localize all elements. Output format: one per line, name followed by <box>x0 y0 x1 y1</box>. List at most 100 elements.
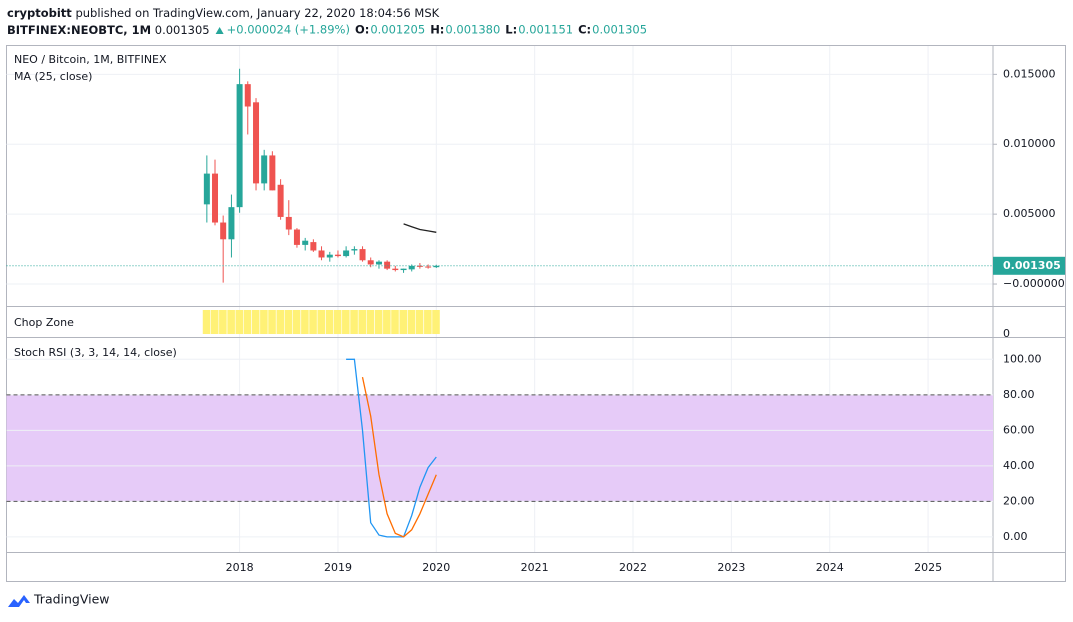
chop-bar <box>202 310 211 334</box>
change: +0.000024 (+1.89%) <box>227 23 350 37</box>
candle-body <box>433 265 440 268</box>
candle-body <box>392 268 399 271</box>
chop-bar <box>292 310 301 334</box>
ohlc-value: 0.001305 <box>592 23 647 37</box>
chop-bar <box>415 310 424 334</box>
candle-body <box>293 229 300 245</box>
last: 0.001305 <box>155 23 210 37</box>
ma-line <box>403 223 437 233</box>
candle-body <box>334 254 341 257</box>
candle-body <box>310 242 317 251</box>
y-tick-label: 60.00 <box>1003 423 1035 436</box>
y-tick-label: 40.00 <box>1003 459 1035 472</box>
candle-body <box>269 155 276 191</box>
chop-bar <box>383 310 391 334</box>
candle-body <box>220 222 227 240</box>
logo <box>8 595 30 607</box>
chop-bar <box>284 310 293 334</box>
chop-bar <box>276 310 285 334</box>
candle-body <box>228 207 235 240</box>
candle-body <box>326 254 333 258</box>
y-tick-label: 100.00 <box>1003 352 1042 365</box>
candle-body <box>343 250 350 257</box>
candle-body <box>408 265 415 270</box>
x-tick-label: 2023 <box>717 561 745 574</box>
candle-body <box>367 260 374 265</box>
ohlc-label: O: <box>355 23 369 37</box>
price-label: 0.001305 <box>1003 259 1061 272</box>
ohlc-label: C: <box>578 23 591 37</box>
header-line: cryptobitt published on TradingView.com,… <box>7 6 440 20</box>
y-tick-label: 0.015000 <box>1003 67 1056 80</box>
candle-body <box>318 250 325 258</box>
chop-bar <box>210 310 219 334</box>
x-tick-label: 2024 <box>816 561 844 574</box>
frame <box>6 45 1066 582</box>
up-arrow <box>215 27 224 34</box>
logo-mark <box>8 595 30 607</box>
chop-bar <box>227 310 235 334</box>
chop-bar <box>424 310 432 334</box>
legend-entry: MA (25, close) <box>14 70 92 83</box>
x-tick-label: 2021 <box>521 561 549 574</box>
chop-bar <box>342 310 350 334</box>
ohlc-value: 0.001151 <box>518 23 573 37</box>
x-tick-label: 2019 <box>324 561 352 574</box>
chop-bar <box>268 310 276 334</box>
y-tick-label: 80.00 <box>1003 388 1035 401</box>
pane-title: Stoch RSI (3, 3, 14, 14, close) <box>14 346 177 359</box>
x-tick-label: 2022 <box>619 561 647 574</box>
chop-bar <box>333 310 342 334</box>
chop-bar <box>391 310 399 334</box>
candle-body <box>302 240 309 245</box>
candle-body <box>416 265 423 267</box>
published: published on TradingView.com, January 22… <box>75 6 439 20</box>
y-tick-label: 0.00 <box>1003 530 1028 543</box>
candle-body <box>203 173 210 205</box>
x-tick-label: 2018 <box>226 561 254 574</box>
candle-body <box>253 102 260 184</box>
chop-bar <box>235 310 244 334</box>
chop-bar <box>350 310 358 334</box>
ohlc-value: 0.001205 <box>370 23 425 37</box>
candle-body <box>400 268 407 271</box>
band <box>6 394 993 502</box>
quote: +0.000024 (+1.89%) O: 0.001205 H: 0.001380 L:… <box>215 23 647 37</box>
chop-bar <box>260 310 268 334</box>
candle-body <box>384 261 391 269</box>
y-tick-label: −0.000000 <box>1003 277 1065 290</box>
panes: 2018 2019 2020 2021 2022 2023 2024 2025 0.015000… <box>6 46 1066 581</box>
x-tick-label: 2020 <box>422 561 450 574</box>
chop-bar <box>407 310 416 334</box>
candle-body <box>244 84 251 107</box>
chop-bar <box>358 310 367 334</box>
pane-title: Chop Zone <box>14 316 74 329</box>
chop-bar <box>309 310 317 334</box>
brand: TradingView <box>33 592 110 607</box>
candle-body <box>359 249 366 261</box>
y-tick-label: 0.010000 <box>1003 137 1056 150</box>
chop-bar <box>366 310 375 334</box>
x-tick-label: 2025 <box>914 561 942 574</box>
stoch-line <box>346 358 437 538</box>
chop-bar <box>325 310 334 334</box>
candle-body <box>212 173 219 223</box>
symbol-line: BITFINEX:NEOBTC, 1M 0.001305 <box>7 23 210 37</box>
y-tick-label: 0 <box>1003 327 1010 340</box>
candle-body <box>277 184 284 217</box>
chart-title: NEO / Bitcoin, 1M, BITFINEX <box>14 53 167 66</box>
candle-body <box>351 249 358 251</box>
chop-bar <box>243 310 252 334</box>
chop-bar <box>399 310 408 334</box>
chop-bar <box>374 310 383 334</box>
stoch-line <box>361 376 437 538</box>
chop-bar <box>251 310 260 334</box>
candle-body <box>261 155 268 184</box>
y-tick-label: 20.00 <box>1003 494 1035 507</box>
chop-bar <box>432 310 440 334</box>
symbol: BITFINEX:NEOBTC, 1M <box>7 23 151 37</box>
y-tick-label: 0.005000 <box>1003 207 1056 220</box>
candle-body <box>425 266 432 268</box>
ohlc-label: H: <box>430 23 444 37</box>
